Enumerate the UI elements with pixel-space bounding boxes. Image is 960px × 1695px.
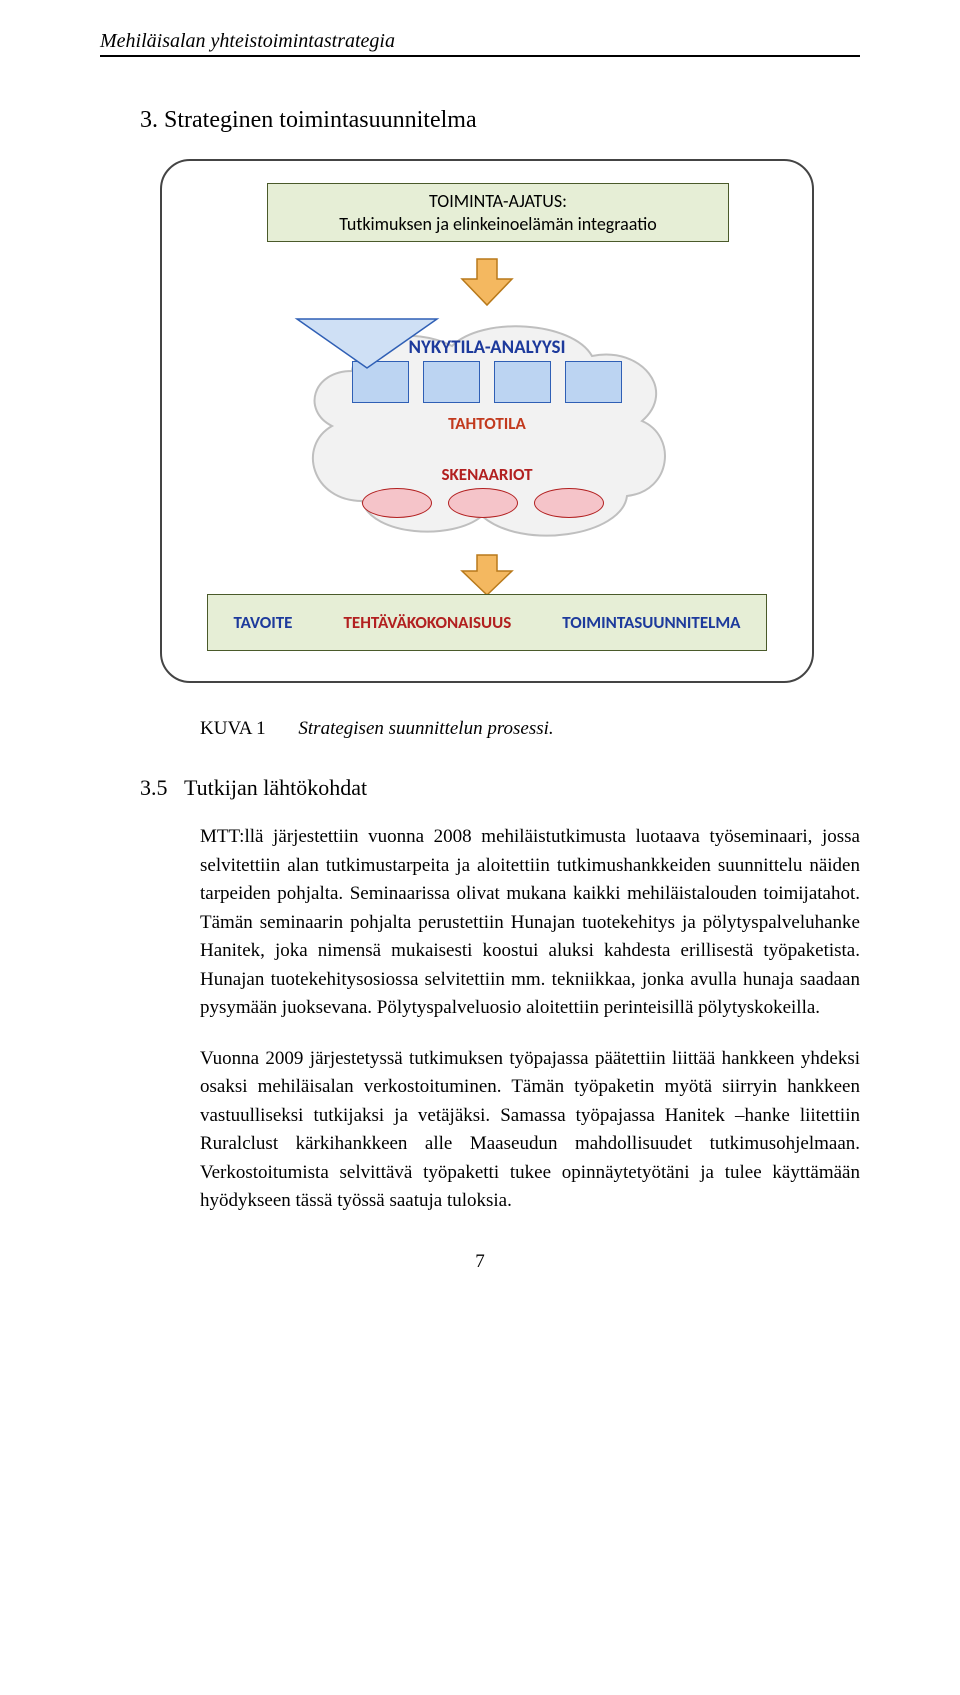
- mission-box: TOIMINTA-AJATUS: Tutkimuksen ja elinkein…: [267, 183, 729, 242]
- body-paragraph: Vuonna 2009 järjestetyssä tutkimuksen ty…: [200, 1045, 860, 1216]
- section-title: 3. Strateginen toimintasuunnitelma: [100, 107, 860, 134]
- goal-bar: TAVOITE TEHTÄVÄKOKONAISUUS TOIMINTASUUNN…: [207, 594, 767, 651]
- caption-label: KUVA 1: [200, 718, 266, 739]
- body-paragraph: MTT:llä järjestettiin vuonna 2008 mehilä…: [200, 823, 860, 1023]
- ovals-row: [362, 488, 604, 518]
- arrow-down-icon: [457, 553, 517, 598]
- oval: [362, 488, 432, 518]
- mission-label: TOIMINTA-AJATUS:: [278, 190, 718, 213]
- tahtotila-triangle-icon: [292, 316, 442, 371]
- tehtava-label: TEHTÄVÄKOKONAISUUS: [343, 612, 511, 633]
- figure-caption: KUVA 1 Strategisen suunnittelun prosessi…: [200, 718, 860, 740]
- skenaariot-label: SKENAARIOT: [292, 464, 682, 485]
- page-number: 7: [100, 1251, 860, 1273]
- running-header: Mehiläisalan yhteistoimintastrategia: [100, 30, 860, 53]
- mission-text: Tutkimuksen ja elinkeinoelämän integraat…: [278, 213, 718, 236]
- oval: [448, 488, 518, 518]
- strategy-diagram: TOIMINTA-AJATUS: Tutkimuksen ja elinkein…: [160, 159, 814, 683]
- arrow-down-icon: [457, 257, 517, 307]
- tahtotila-label: TAHTOTILA: [292, 413, 682, 434]
- tavoite-label: TAVOITE: [234, 612, 293, 633]
- subsection-heading: Tutkijan lähtökohdat: [184, 775, 367, 800]
- header-rule: [100, 55, 860, 57]
- oval: [534, 488, 604, 518]
- cloud-analysis: NYKYTILA-ANALYYSI TAHTOTILA SKENAARIOT: [292, 316, 682, 551]
- caption-text: Strategisen suunnittelun prosessi.: [298, 718, 553, 739]
- subsection-number: 3.5: [140, 775, 168, 800]
- blue-box: [565, 361, 622, 403]
- subsection-title: 3.5 Tutkijan lähtökohdat: [140, 775, 860, 801]
- toiminta-label: TOIMINTASUUNNITELMA: [562, 612, 740, 633]
- blue-box: [494, 361, 551, 403]
